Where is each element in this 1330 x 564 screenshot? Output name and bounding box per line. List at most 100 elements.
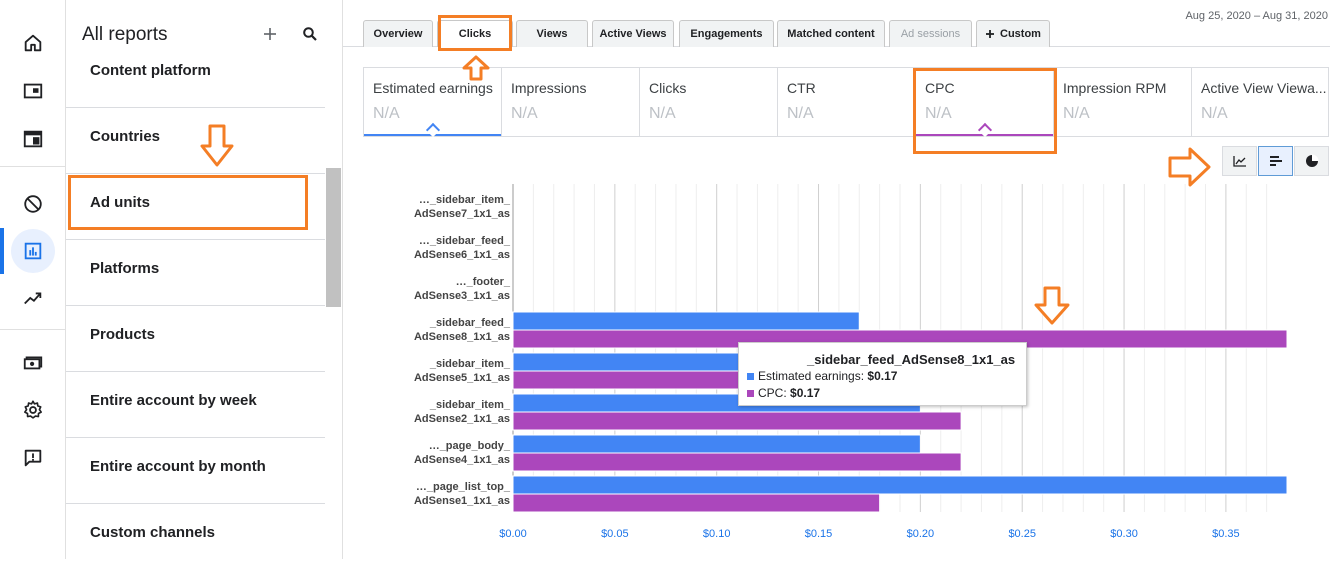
- metric-value: N/A: [787, 105, 814, 122]
- x-tick-label: $0.30: [1110, 528, 1138, 540]
- report-item-products[interactable]: Products: [66, 302, 325, 368]
- report-item-countries[interactable]: Countries: [66, 104, 325, 170]
- metric-label: Active View Viewa...: [1201, 80, 1327, 96]
- x-tick-label: $0.10: [703, 528, 731, 540]
- metric-label: Impression RPM: [1063, 80, 1167, 96]
- tooltip-row-earnings: Estimated earnings: $0.17: [747, 369, 897, 383]
- reports-panel: All reports Content platform Countries A…: [66, 0, 343, 559]
- metric-impressions[interactable]: Impressions N/A: [502, 68, 640, 136]
- bar-cpc: [512, 411, 962, 431]
- report-item-label: Products: [90, 326, 156, 343]
- reports-title: All reports: [82, 24, 168, 45]
- x-tick-label: $0.25: [1008, 528, 1036, 540]
- report-item-label: Countries: [90, 128, 161, 145]
- active-indicator: [0, 228, 4, 274]
- metric-label: Clicks: [649, 80, 687, 96]
- metric-value: N/A: [1063, 105, 1090, 122]
- metric-cpc[interactable]: CPC N/A: [916, 68, 1054, 138]
- category-label: …_page_body_: [429, 440, 511, 452]
- line-chart-icon[interactable]: [1222, 146, 1257, 176]
- payments-icon[interactable]: [11, 340, 55, 384]
- tab-overview[interactable]: Overview: [363, 20, 433, 47]
- category-label: …_sidebar_item_: [419, 194, 511, 206]
- earnings-swatch: [747, 373, 754, 381]
- metric-value: N/A: [373, 105, 400, 122]
- report-item-label: Ad units: [90, 194, 150, 211]
- tab-custom[interactable]: Custom: [976, 20, 1050, 47]
- report-item-entire-account-by-month[interactable]: Entire account by month: [66, 434, 325, 500]
- report-item-entire-account-by-week[interactable]: Entire account by week: [66, 368, 325, 434]
- my-ads-icon[interactable]: [11, 69, 55, 113]
- category-label: _sidebar_feed_: [429, 317, 511, 329]
- tab-ad-sessions: Ad sessions: [889, 20, 972, 47]
- report-item-platforms[interactable]: Platforms: [66, 236, 325, 302]
- metric-estimated-earnings[interactable]: Estimated earnings N/A: [364, 68, 502, 138]
- tab-matched-content[interactable]: Matched content: [777, 20, 885, 47]
- category-label: AdSense3_1x1_as: [414, 290, 510, 302]
- tooltip-label: CPC:: [758, 386, 791, 400]
- category-label: AdSense6_1x1_as: [414, 249, 510, 261]
- metric-ctr[interactable]: CTR N/A: [778, 68, 916, 136]
- category-label: AdSense8_1x1_as: [414, 331, 510, 343]
- category-label: AdSense7_1x1_as: [414, 208, 510, 220]
- tooltip-label: Estimated earnings:: [758, 369, 868, 383]
- tooltip-title: _sidebar_feed_AdSense8_1x1_as: [807, 352, 1016, 367]
- search-icon[interactable]: [298, 22, 322, 46]
- nav-rail: [0, 0, 66, 559]
- category-label: AdSense4_1x1_as: [414, 454, 510, 466]
- category-label: _sidebar_item_: [429, 399, 511, 411]
- x-tick-label: $0.00: [499, 528, 527, 540]
- sites-icon[interactable]: [11, 117, 55, 161]
- optimization-icon[interactable]: [11, 276, 55, 320]
- metric-label: Impressions: [511, 80, 587, 96]
- bar-cpc: [512, 493, 881, 513]
- category-label: _sidebar_item_: [429, 358, 511, 370]
- x-tick-label: $0.20: [907, 528, 935, 540]
- chart-type-toggle: [1222, 146, 1329, 176]
- blocking-controls-icon[interactable]: [11, 182, 55, 226]
- tab-engagements[interactable]: Engagements: [679, 20, 774, 47]
- date-range[interactable]: Aug 25, 2020 – Aug 31, 2020: [1185, 10, 1328, 22]
- bar-chart-icon[interactable]: [1258, 146, 1293, 176]
- x-tick-label: $0.15: [805, 528, 833, 540]
- report-item-content-platform[interactable]: Content platform: [66, 38, 325, 104]
- reports-scrollbar[interactable]: [326, 168, 341, 307]
- bar-earnings: [512, 434, 921, 454]
- report-item-custom-channels[interactable]: Custom channels: [66, 500, 325, 559]
- chart-tooltip: _sidebar_feed_AdSense8_1x1_as Estimated …: [738, 342, 1027, 406]
- bar-earnings: [512, 311, 860, 331]
- report-item-label: Custom channels: [90, 524, 216, 541]
- tooltip-value: $0.17: [867, 369, 898, 383]
- category-label: …_page_list_top_: [416, 481, 511, 493]
- x-tick-label: $0.35: [1212, 528, 1240, 540]
- reports-icon[interactable]: [11, 229, 55, 273]
- metric-cards: Estimated earnings N/A Impressions N/A C…: [363, 67, 1330, 138]
- tab-clicks[interactable]: Clicks: [437, 20, 513, 47]
- metric-label: CTR: [787, 80, 816, 96]
- plus-icon: [986, 30, 995, 38]
- report-item-label: Content platform: [90, 62, 211, 79]
- category-label: AdSense1_1x1_as: [414, 495, 510, 507]
- x-tick-label: $0.05: [601, 528, 629, 540]
- tooltip-value: $0.17: [790, 386, 821, 400]
- report-item-label: Entire account by week: [90, 392, 257, 409]
- feedback-icon[interactable]: [11, 436, 55, 480]
- tooltip-row-cpc: CPC: $0.17: [747, 386, 820, 400]
- pie-chart-icon[interactable]: [1294, 146, 1329, 176]
- add-icon[interactable]: [258, 22, 282, 46]
- metric-value: N/A: [649, 105, 676, 122]
- category-label: AdSense5_1x1_as: [414, 372, 510, 384]
- tab-views[interactable]: Views: [516, 20, 588, 47]
- metric-active-view-viewable[interactable]: Active View Viewa... N/A: [1192, 68, 1330, 136]
- metric-clicks[interactable]: Clicks N/A: [640, 68, 778, 136]
- home-icon[interactable]: [11, 21, 55, 65]
- metric-impression-rpm[interactable]: Impression RPM N/A: [1054, 68, 1192, 136]
- report-item-ad-units[interactable]: Ad units: [66, 170, 325, 236]
- settings-icon[interactable]: [11, 388, 55, 432]
- tab-active-views[interactable]: Active Views: [592, 20, 674, 47]
- category-label: …_sidebar_feed_: [419, 235, 511, 247]
- category-label: …_footer_: [456, 276, 511, 288]
- metric-value: N/A: [511, 105, 538, 122]
- category-label: AdSense2_1x1_as: [414, 413, 510, 425]
- metric-label: CPC: [925, 80, 955, 96]
